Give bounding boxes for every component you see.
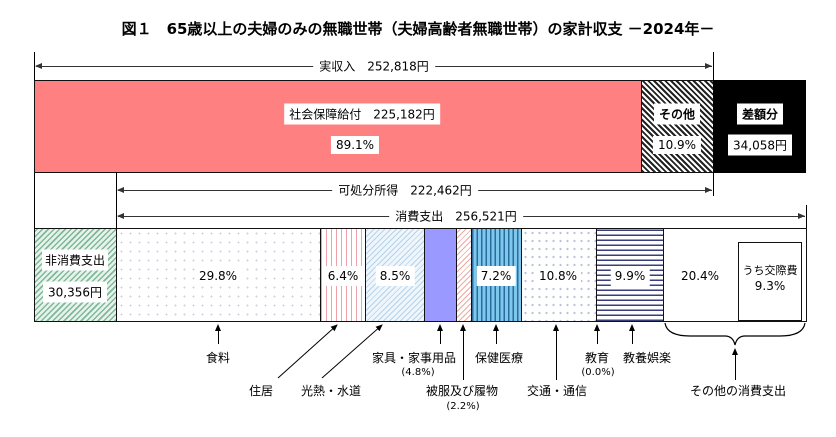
arrow-up-icon	[594, 324, 600, 331]
other-income-label: その他	[653, 103, 701, 125]
non-consumption-amount: 30,356円	[43, 281, 107, 303]
arrow-right-icon	[705, 63, 712, 69]
education-category-pct: (0.0%)	[581, 367, 615, 378]
other-income-pct: 10.9%	[652, 136, 702, 154]
other-consumption-category-label: その他の消費支出	[689, 384, 787, 398]
utilities-pct: 8.5%	[375, 266, 415, 286]
education-pointer	[597, 330, 598, 344]
housing-category-label: 住居	[248, 384, 274, 398]
other-consumption-pointer	[735, 354, 736, 380]
deficit-amount: 34,058円	[728, 134, 792, 156]
health-pointer	[496, 330, 497, 344]
arrow-right-icon	[705, 187, 712, 193]
transport-pointer	[556, 330, 557, 380]
food-category-label: 食料	[205, 351, 231, 365]
social-expense-label: うち交際費	[742, 264, 798, 277]
social-expense-pct: 9.3%	[754, 279, 786, 293]
social-security-pct: 89.1%	[330, 136, 380, 154]
housing-pct: 6.4%	[323, 266, 363, 286]
arrow-up-icon	[732, 348, 738, 355]
arrow-left-icon	[35, 63, 42, 69]
food-block	[116, 228, 321, 322]
arrow-up-icon	[493, 324, 499, 331]
arrow-right-icon	[798, 213, 805, 219]
transport-category-label: 交通・通信	[526, 384, 588, 398]
other-income-block	[641, 80, 714, 173]
social-security-block	[34, 80, 642, 173]
arrow-left-icon	[117, 213, 124, 219]
transport-pct: 10.8%	[534, 266, 582, 286]
arrow-up-icon	[629, 324, 635, 331]
deficit-block	[713, 80, 806, 173]
consumption-right-guide	[806, 205, 807, 229]
social-expense-box	[738, 242, 802, 321]
food-pointer	[218, 330, 219, 344]
utilities-category-label: 光熱・水道	[300, 384, 362, 398]
clothing-category-label: 被服及び履物	[425, 384, 499, 398]
chart-title: 図１ 65歳以上の夫婦のみの無職世帯（夫婦高齢者無職世帯）の家計収支 －2024…	[121, 20, 715, 38]
transport-block	[521, 228, 597, 322]
clothing-category-pct: (2.2%)	[446, 401, 480, 412]
non-consumption-label: 非消費支出	[41, 249, 109, 271]
actual-income-label: 実収入 252,818円	[313, 57, 435, 75]
non-consumption-block	[34, 228, 117, 322]
furniture-category-label: 家具・家事用品	[371, 351, 457, 365]
disposable-income-label: 可処分所得 222,462円	[332, 181, 478, 199]
health-category-label: 保健医療	[474, 351, 524, 365]
furniture-category-pct: (4.8%)	[401, 367, 435, 378]
social-security-label: 社会保障給付 225,182円	[284, 103, 440, 125]
furniture-pointer	[440, 330, 441, 344]
arrow-up-icon	[215, 324, 221, 331]
consumption-left-guide	[116, 172, 117, 228]
culture-pct: 9.9%	[610, 266, 650, 286]
arrow-up-icon	[553, 324, 559, 331]
arrow-up-icon	[460, 324, 466, 331]
clothing-pointer	[463, 330, 464, 380]
consumption-label: 消費支出 256,521円	[389, 207, 523, 225]
furniture-block	[424, 228, 457, 322]
culture-category-label: 教養娯楽	[622, 351, 672, 365]
arrow-up-icon	[437, 324, 443, 331]
deficit-label: 差額分	[736, 103, 784, 125]
other-consumption-pct: 20.4%	[676, 266, 724, 286]
arrow-left-icon	[117, 187, 124, 193]
education-category-label: 教育	[584, 351, 610, 365]
food-pct: 29.8%	[194, 266, 242, 286]
health-pct: 7.2%	[476, 266, 516, 286]
culture-pointer	[632, 330, 633, 344]
